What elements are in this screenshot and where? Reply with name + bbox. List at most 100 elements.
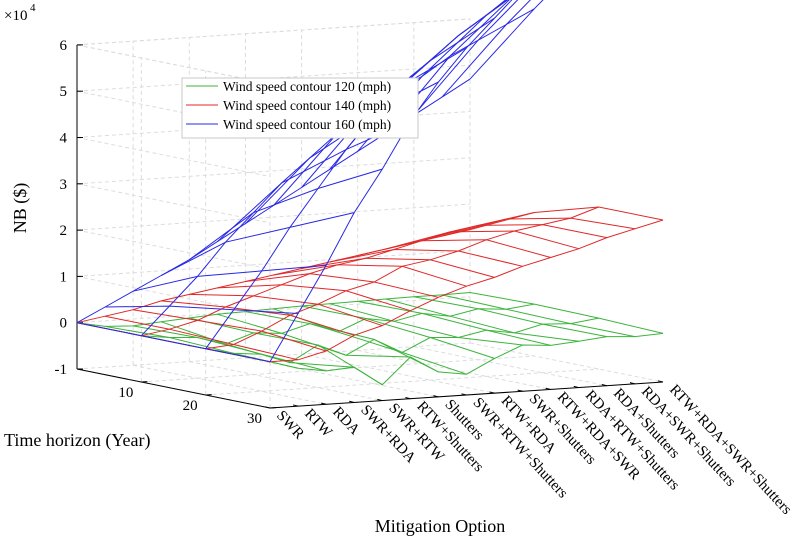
- z-tick-label: 6: [60, 38, 68, 54]
- option-tick-mark: [545, 387, 551, 390]
- floor-grid-option: [469, 342, 664, 383]
- legend-label-120: Wind speed contour 120 (mph): [223, 79, 391, 94]
- mesh-line-option: [133, 325, 327, 372]
- grid-line-z-side: [76, 229, 271, 270]
- floor-grid-option: [301, 353, 495, 394]
- mesh-line-option: [245, 273, 439, 298]
- option-tick-mark: [292, 404, 299, 407]
- mesh-line-option: [413, 0, 519, 116]
- option-tick-mark: [657, 380, 664, 383]
- mesh-line-option: [469, 292, 664, 334]
- option-tick-label: RTW+RDA+SWR+Shutters: [666, 382, 795, 518]
- option-tick-mark: [321, 402, 327, 405]
- option-tick-mark: [489, 391, 495, 394]
- option-tick-mark: [433, 395, 439, 398]
- mesh-line-option: [413, 224, 607, 243]
- mesh-line-option: [105, 305, 299, 314]
- floor-grid-option: [189, 361, 383, 402]
- mesh-line-year: [140, 8, 535, 337]
- floor-grid-year: [205, 368, 599, 396]
- mesh-line-option: [133, 309, 327, 352]
- legend-box: [181, 77, 419, 139]
- mesh-line-year: [205, 206, 599, 350]
- mesh-line-option: [469, 206, 664, 231]
- box-edge: [76, 18, 471, 46]
- z-axis-title: NB ($): [10, 183, 31, 234]
- grid-line-z: [76, 203, 471, 231]
- mesh-line-year: [205, 0, 509, 349]
- option-axis-title: Mitigation Option: [375, 516, 506, 536]
- grid-line-z-side: [76, 183, 271, 224]
- legend-label-160: Wind speed contour 160 (mph): [223, 117, 391, 132]
- series-layer: [76, 0, 664, 386]
- z-tick-label: 5: [60, 84, 68, 100]
- mesh-line-option: [217, 313, 411, 358]
- option-tick-label: RTW: [301, 406, 335, 441]
- option-tick-mark: [601, 384, 607, 387]
- mesh-line-option: [441, 294, 635, 338]
- year-tick-label: 10: [118, 385, 133, 401]
- mesh-line-option: [132, 264, 327, 292]
- box-edge: [76, 44, 271, 85]
- mesh-line-option: [441, 0, 531, 98]
- z-tick-label: -1: [55, 362, 68, 378]
- z-multiplier-base: ×10: [4, 8, 27, 24]
- z-tick-label: 2: [60, 223, 68, 239]
- option-tick-label: RDA: [329, 404, 362, 438]
- mesh-line-option: [441, 217, 635, 237]
- mesh-line-option: [385, 230, 579, 250]
- mesh-line-year: [269, 219, 664, 363]
- mesh-line-option: [273, 264, 467, 287]
- mesh-line-option: [76, 322, 271, 363]
- mesh-line-option: [161, 321, 355, 368]
- option-tick-mark: [573, 385, 579, 389]
- mesh-line-option: [357, 300, 551, 346]
- z-tick-label: 3: [60, 177, 68, 193]
- option-tick-label: SWR: [273, 408, 307, 443]
- option-tick-mark: [264, 406, 271, 409]
- mesh-line-year: [269, 332, 664, 386]
- z-multiplier-exponent: 4: [30, 2, 36, 14]
- grid-line-z: [76, 296, 471, 324]
- grid-line-z: [76, 157, 471, 185]
- mesh-line-option: [413, 296, 607, 338]
- mesh-line-option: [329, 303, 523, 346]
- floor-grid-option: [413, 346, 607, 387]
- mesh-line-option: [301, 257, 495, 278]
- mesh-line-option: [469, 0, 544, 80]
- mesh-line-option: [385, 298, 579, 342]
- mesh-line-option: [217, 284, 411, 312]
- mesh-line-option: [329, 248, 523, 267]
- legend-label-140: Wind speed contour 140 (mph): [223, 98, 391, 113]
- option-tick-mark: [405, 397, 411, 400]
- z-tick-label: 4: [60, 131, 68, 147]
- mesh-line-year: [141, 212, 535, 337]
- z-tick-label: 1: [60, 269, 68, 285]
- mesh-line-year: [205, 317, 599, 364]
- z-axis-multiplier: ×10 4: [4, 2, 36, 24]
- floor-grid-option: [245, 357, 439, 398]
- option-tick-mark: [629, 382, 636, 385]
- mesh-line-option: [189, 168, 383, 261]
- legend: Wind speed contour 120 (mph) Wind speed …: [181, 77, 419, 139]
- mesh-line-option: [160, 212, 355, 276]
- option-tick-mark: [517, 389, 523, 392]
- grid-line-z-side: [76, 137, 271, 177]
- year-tick-label: 30: [247, 411, 262, 427]
- floor-grid-option: [133, 364, 327, 405]
- year-axis-line: [76, 368, 271, 409]
- option-tick-mark: [377, 398, 383, 402]
- year-axis-title: Time horizon (Year): [4, 430, 151, 451]
- mesh-line-option: [105, 315, 299, 361]
- series-mesh-3: [76, 0, 544, 363]
- mesh-line-option: [189, 293, 383, 327]
- mesh-line-option: [301, 305, 495, 359]
- grid-line-z: [76, 249, 471, 277]
- option-tick-mark: [461, 393, 467, 396]
- grid-layer: [76, 18, 664, 409]
- z-tick-label: 0: [60, 316, 68, 332]
- year-tick-label: 20: [183, 398, 198, 414]
- option-tick-mark: [349, 400, 355, 403]
